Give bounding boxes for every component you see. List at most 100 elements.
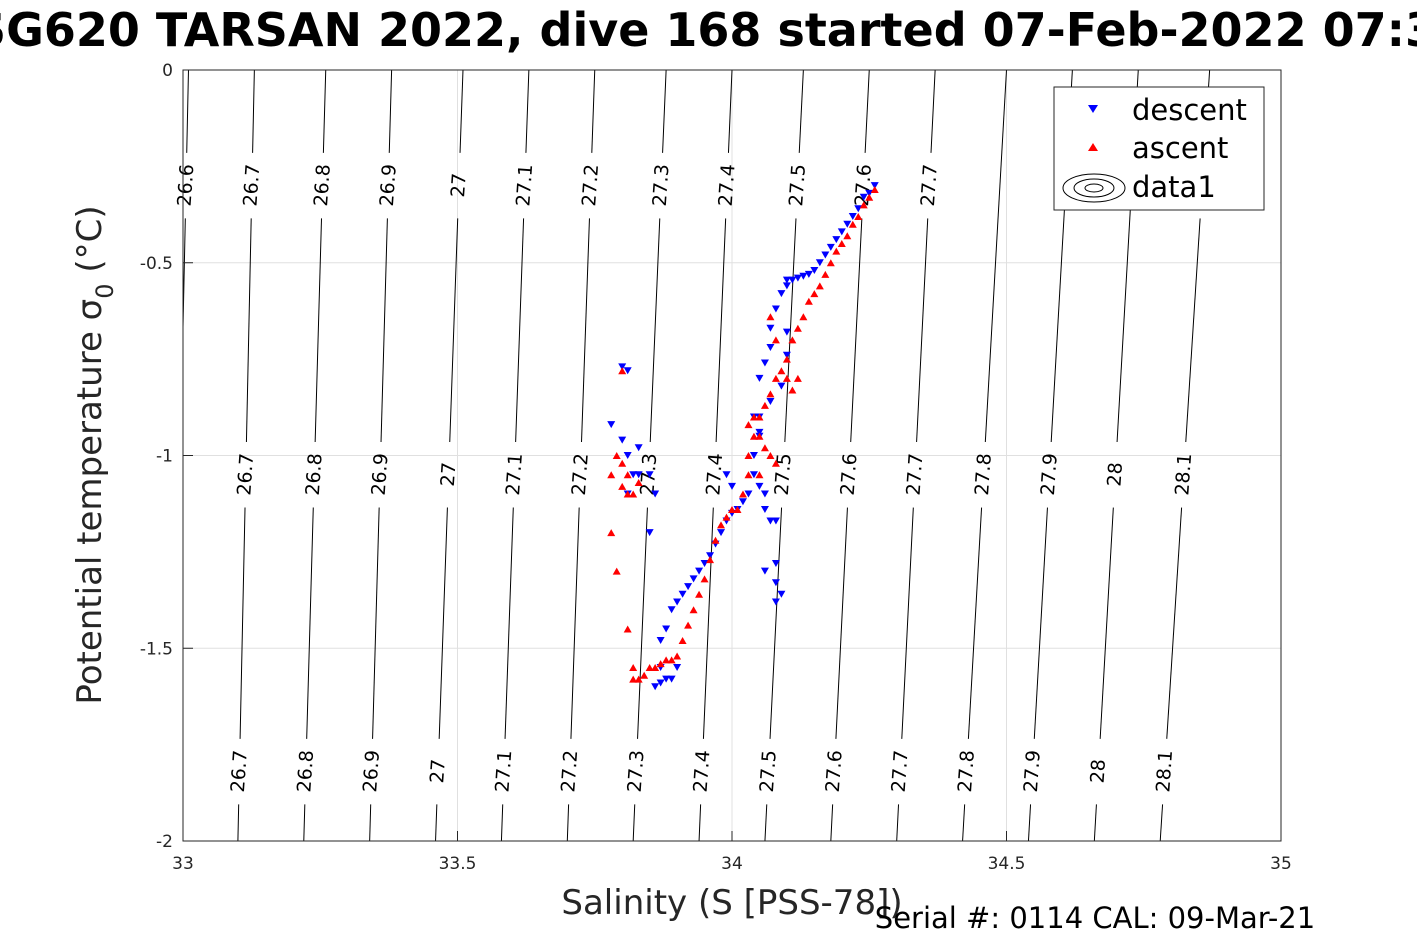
descent-point-73 xyxy=(771,559,780,567)
contour-26.8-segment-2 xyxy=(306,507,314,739)
descent-point-71 xyxy=(771,517,780,525)
contour-label-27.9-1: 27.9 xyxy=(1020,749,1045,793)
ascent-point-14 xyxy=(793,324,802,332)
descent-point-15 xyxy=(788,276,797,284)
contour-label-27.9-0: 27.9 xyxy=(1037,452,1062,496)
contour-27.2-segment-2 xyxy=(570,507,580,739)
contour-label-27.8-0: 27.8 xyxy=(971,452,996,496)
contour-27.1-segment-0 xyxy=(525,69,530,153)
contour-label-27.2-2: 27.2 xyxy=(557,749,582,793)
descent-point-44 xyxy=(678,590,687,598)
descent-point-58 xyxy=(618,436,627,444)
contour-27.2-segment-1 xyxy=(581,218,590,443)
contour-26.8-segment-0 xyxy=(322,69,327,153)
descent-point-55 xyxy=(618,363,627,371)
ascent-point-10 xyxy=(815,282,824,290)
contour-label-27.4-0: 27.4 xyxy=(715,163,740,207)
contour-27.6-segment-0 xyxy=(864,69,870,153)
contour-label-26.8-1: 26.8 xyxy=(302,452,327,496)
ascent-point-4 xyxy=(848,220,857,228)
contour-27-segment-0 xyxy=(459,69,464,153)
contour-28.1-segment-2 xyxy=(1166,507,1183,739)
contour-label-26.9-0: 26.9 xyxy=(376,163,401,207)
descent-point-8 xyxy=(826,243,835,251)
ascent-point-52 xyxy=(629,490,638,498)
contour-27.3-segment-1 xyxy=(649,218,661,443)
descent-point-20 xyxy=(766,324,775,332)
contour-27.2-segment-3 xyxy=(566,804,570,842)
contour-label-27.4-2: 27.4 xyxy=(690,749,715,793)
ascent-point-58 xyxy=(629,664,638,672)
contour-27.2-segment-0 xyxy=(591,69,596,153)
x-axis-label: Salinity (S [PSS-78]) xyxy=(561,883,902,923)
contour-label-27.1-2: 27.1 xyxy=(491,749,516,793)
descent-point-76 xyxy=(771,598,780,606)
ascent-point-31 xyxy=(706,556,715,564)
descent-point-4 xyxy=(848,212,857,220)
ascent-point-51 xyxy=(623,490,632,498)
ascent-point-54 xyxy=(607,471,616,479)
ascent-point-49 xyxy=(623,471,632,479)
contour-27.7-segment-0 xyxy=(930,69,936,153)
descent-point-69 xyxy=(760,505,769,513)
x-tick-label-1: 33.5 xyxy=(439,854,477,874)
contour-26.9-segment-0 xyxy=(388,69,393,153)
contour-27.8-segment-2 xyxy=(962,804,966,842)
contour-27.8-segment-1 xyxy=(967,507,983,739)
y-axis-label-subscript: 0 xyxy=(91,283,119,298)
y-axis-label-unit: (°C) xyxy=(70,205,110,283)
ascent-point-62 xyxy=(766,452,775,459)
contour-label-27.2-1: 27.2 xyxy=(568,452,593,496)
descent-point-56 xyxy=(623,367,632,375)
descent-point-47 xyxy=(662,625,671,633)
descent-series xyxy=(607,182,879,691)
contour-label-26.9-1: 26.9 xyxy=(368,452,393,496)
x-tick-label-4: 35 xyxy=(1270,854,1292,874)
descent-point-13 xyxy=(799,272,808,280)
contour-27.6-segment-1 xyxy=(850,218,863,443)
descent-point-1 xyxy=(865,189,874,197)
ascent-point-8 xyxy=(826,259,835,267)
descent-point-52 xyxy=(662,675,671,683)
descent-point-25 xyxy=(782,351,791,359)
contour-label-27.1-0: 27.1 xyxy=(512,163,537,207)
contour-26.8-segment-3 xyxy=(303,804,306,842)
ascent-point-37 xyxy=(673,652,682,660)
ascent-point-27 xyxy=(728,505,736,513)
ascent-point-43 xyxy=(640,671,649,679)
contour-label-27.7-0: 27.7 xyxy=(917,163,942,207)
ascent-point-59 xyxy=(744,421,753,429)
ascent-point-55 xyxy=(607,529,616,537)
contour-label-27-0: 27 xyxy=(447,172,471,198)
contour-27.3-segment-3 xyxy=(632,804,636,842)
contour-27.3-segment-0 xyxy=(662,69,667,153)
contour-27.4-segment-3 xyxy=(698,804,702,842)
contour-27.7-segment-3 xyxy=(896,804,900,842)
ascent-point-29 xyxy=(717,521,726,529)
legend: descent ascent data1 xyxy=(1053,86,1265,211)
descent-point-57 xyxy=(607,421,616,429)
ascent-point-53 xyxy=(634,478,643,486)
descent-point-50 xyxy=(651,683,660,691)
contour-27.1-segment-1 xyxy=(515,218,525,443)
legend-data1-label: data1 xyxy=(1132,170,1216,204)
contour-28-segment-1 xyxy=(1099,507,1114,739)
contour-label-27.8-1: 27.8 xyxy=(954,749,979,793)
contour-26.7-segment-2 xyxy=(239,507,246,739)
descent-point-80 xyxy=(728,482,736,490)
descent-point-19 xyxy=(771,305,780,313)
contour-label-28-0: 28 xyxy=(1103,462,1127,488)
contour-27.4-segment-1 xyxy=(715,218,727,443)
contour-label-27.6-2: 27.6 xyxy=(822,749,847,793)
contour-26.7-segment-3 xyxy=(237,804,240,842)
contour-27.6-segment-2 xyxy=(835,507,848,739)
legend-descent-marker xyxy=(1088,105,1098,113)
descent-point-21 xyxy=(766,344,775,352)
ascent-point-32 xyxy=(700,575,709,583)
descent-point-37 xyxy=(717,529,726,537)
ascent-point-5 xyxy=(843,232,852,240)
descent-point-45 xyxy=(673,598,682,606)
contour-27-segment-3 xyxy=(435,804,438,842)
ascent-point-12 xyxy=(804,297,813,305)
descent-point-67 xyxy=(755,482,764,490)
